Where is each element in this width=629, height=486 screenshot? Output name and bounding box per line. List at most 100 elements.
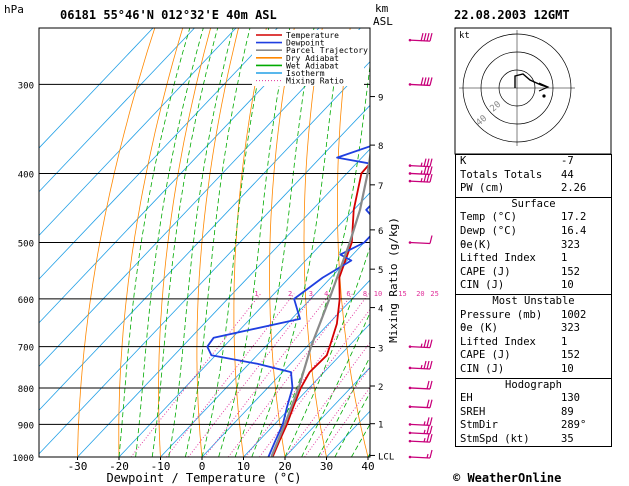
km-tick-label: 8 xyxy=(378,142,383,152)
legend-label: Parcel Trajectory xyxy=(286,46,368,55)
wet-adiabat-line xyxy=(118,28,191,457)
legend-label: Mixing Ratio xyxy=(286,77,344,86)
wet-adiabat-line xyxy=(168,28,234,457)
mixing-ratio-label: 15 xyxy=(398,290,406,298)
index-row: StmDir 289° xyxy=(456,419,611,433)
index-row: Totals Totals 44 xyxy=(456,169,611,183)
index-label: StmSpd (kt) xyxy=(460,432,530,445)
index-label: CIN (J) xyxy=(460,279,505,292)
index-value: 152 xyxy=(561,265,580,278)
most-unstable-block: Most Unstable Pressure (mb) 1002 θe (K) 323… xyxy=(456,293,611,377)
wet-adiabat-line xyxy=(151,28,219,457)
wind-barb xyxy=(408,32,433,42)
index-row: StmSpd (kt) 35 xyxy=(456,433,611,447)
index-label: PW (cm) xyxy=(460,182,505,195)
index-value: 1002 xyxy=(561,308,587,321)
mixing-ratio-label: 10 xyxy=(374,290,382,298)
index-label: CAPE (J) xyxy=(460,265,511,278)
wind-barbs xyxy=(408,32,433,459)
mixing-ratio-line xyxy=(319,386,370,457)
km-tick-label: 9 xyxy=(378,94,383,104)
index-row: PW (cm) 2.26 xyxy=(456,182,611,196)
index-value: 289° xyxy=(561,419,587,432)
surface-block: Surface Temp (°C) 17.2 Dewp (°C) 16.4 θe(K) 3… xyxy=(456,196,611,293)
index-value: -7 xyxy=(561,155,574,167)
mixing-ratio-label: 8 xyxy=(363,290,367,298)
index-row: θe (K) 323 xyxy=(456,322,611,336)
km-label: km xyxy=(375,2,389,15)
km-tick-label: 7 xyxy=(378,182,383,192)
km-tick-label: 5 xyxy=(378,266,383,276)
pressure-tick-label: 600 xyxy=(18,296,34,306)
index-row: θe(K) 323 xyxy=(456,239,611,253)
mixing-ratio-line xyxy=(188,293,316,457)
index-row: CAPE (J) 152 xyxy=(456,266,611,280)
index-value: 1 xyxy=(561,335,568,348)
hodograph-block: Hodograph EH 130 SREH 89 StmDir 289° StmSpd (k… xyxy=(456,377,611,447)
wind-barb xyxy=(408,77,433,87)
hodograph-unit-label: kt xyxy=(459,31,470,41)
indices-top-block: K -7 Totals Totals 44 PW (cm) 2.26 xyxy=(456,155,611,196)
mixing-ratio-labels: 1 2 3 4 6 8 10 15 20 25 xyxy=(254,290,438,298)
isotherm-line xyxy=(39,28,154,149)
isotherm-line xyxy=(201,279,370,457)
background-lines xyxy=(39,28,370,457)
x-tick-label: -10 xyxy=(151,460,171,473)
legend-label: Dewpoint xyxy=(286,39,325,48)
mixing-ratio-line xyxy=(245,293,370,457)
pressure-tick-label: 700 xyxy=(18,344,34,354)
x-tick-label: 40 xyxy=(361,460,374,473)
index-row: CAPE (J) 152 xyxy=(456,349,611,363)
hodograph-trace xyxy=(514,73,548,88)
series-line-parcel-trajectory xyxy=(270,149,370,457)
index-label: Lifted Index xyxy=(460,252,536,265)
wind-barb xyxy=(408,399,433,409)
index-label: Lifted Index xyxy=(460,335,536,348)
index-value: 16.4 xyxy=(561,224,587,237)
index-row: SREH 89 xyxy=(456,406,611,420)
pressure-tick-label: 500 xyxy=(18,240,34,250)
index-label: EH xyxy=(460,392,473,405)
km-tick-label: LCL xyxy=(378,452,394,462)
legend-label: Wet Adiabat xyxy=(286,61,339,70)
mixing-ratio-axis-label: Mixing Ratio (g/kg) xyxy=(387,217,400,343)
mixing-ratio-line xyxy=(204,293,331,457)
pressure-tick-label: 300 xyxy=(18,81,34,91)
index-value: 44 xyxy=(561,168,574,181)
wind-barb xyxy=(408,425,433,435)
station-info: 06181 55°46'N 012°32'E 40m ASL xyxy=(60,8,277,22)
index-label: StmDir xyxy=(460,419,498,432)
x-tick-label: 20 xyxy=(278,460,291,473)
wet-adiabat-line xyxy=(135,28,204,457)
index-value: 35 xyxy=(561,432,574,445)
legend-label: Temperature xyxy=(286,31,339,40)
wet-adiabat-line xyxy=(201,28,270,457)
storm-motion-marker xyxy=(542,94,546,98)
isotherm-line xyxy=(39,28,237,236)
mixing-ratio-label: 20 xyxy=(416,290,424,298)
mixing-ratio-line xyxy=(259,308,370,457)
mixing-ratio-line xyxy=(285,341,370,457)
legend-item: Dewpoint xyxy=(256,39,325,48)
legend-item: Mixing Ratio xyxy=(256,77,344,86)
index-row: Dewp (°C) 16.4 xyxy=(456,225,611,239)
series-line-dewpoint xyxy=(206,145,370,457)
wind-barb xyxy=(408,173,433,183)
index-value: 323 xyxy=(561,238,580,251)
wind-barb xyxy=(408,235,433,245)
index-row: K -7 xyxy=(456,155,611,169)
index-label: CAPE (J) xyxy=(460,349,511,362)
mixing-ratio-label: 25 xyxy=(430,290,438,298)
wet-adiabat-line xyxy=(268,63,370,457)
index-row: Pressure (mb) 1002 xyxy=(456,309,611,323)
wind-barb xyxy=(408,360,433,370)
index-value: 17.2 xyxy=(561,211,587,224)
index-value: 1 xyxy=(561,252,568,265)
plot-frame xyxy=(38,27,371,458)
mixing-ratio-label: 1 xyxy=(254,290,258,298)
mixing-ratio-label: 3 xyxy=(309,290,313,298)
mixing-ratio-line xyxy=(130,293,262,457)
series-line-temperature xyxy=(271,162,370,457)
